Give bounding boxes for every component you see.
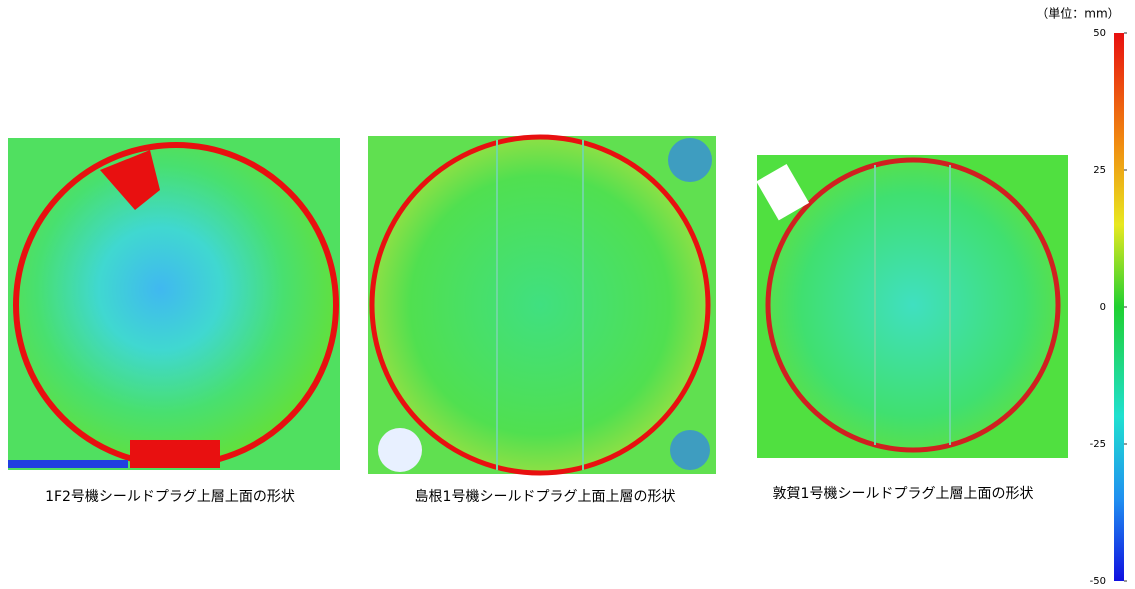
colorbar-tick-label: 0: [1100, 302, 1106, 313]
panel-image: [8, 138, 340, 470]
caption: 敦賀1号機シールドプラグ上層上面の形状: [773, 486, 1034, 502]
colorbar-tick-label: 50: [1093, 28, 1106, 39]
caption: 島根1号機シールドプラグ上面上層の形状: [415, 489, 676, 505]
caption: 1F2号機シールドプラグ上層上面の形状: [45, 489, 295, 505]
colorbar: [1114, 33, 1124, 581]
colorbar-tick-label: 25: [1093, 165, 1106, 176]
panel-image: [756, 155, 1068, 458]
colorbar-tick-label: -25: [1090, 439, 1106, 450]
panel-image: [368, 134, 716, 476]
colorbar-tick-label: -50: [1090, 576, 1106, 587]
unit-label: （単位：mm）: [1036, 6, 1119, 21]
